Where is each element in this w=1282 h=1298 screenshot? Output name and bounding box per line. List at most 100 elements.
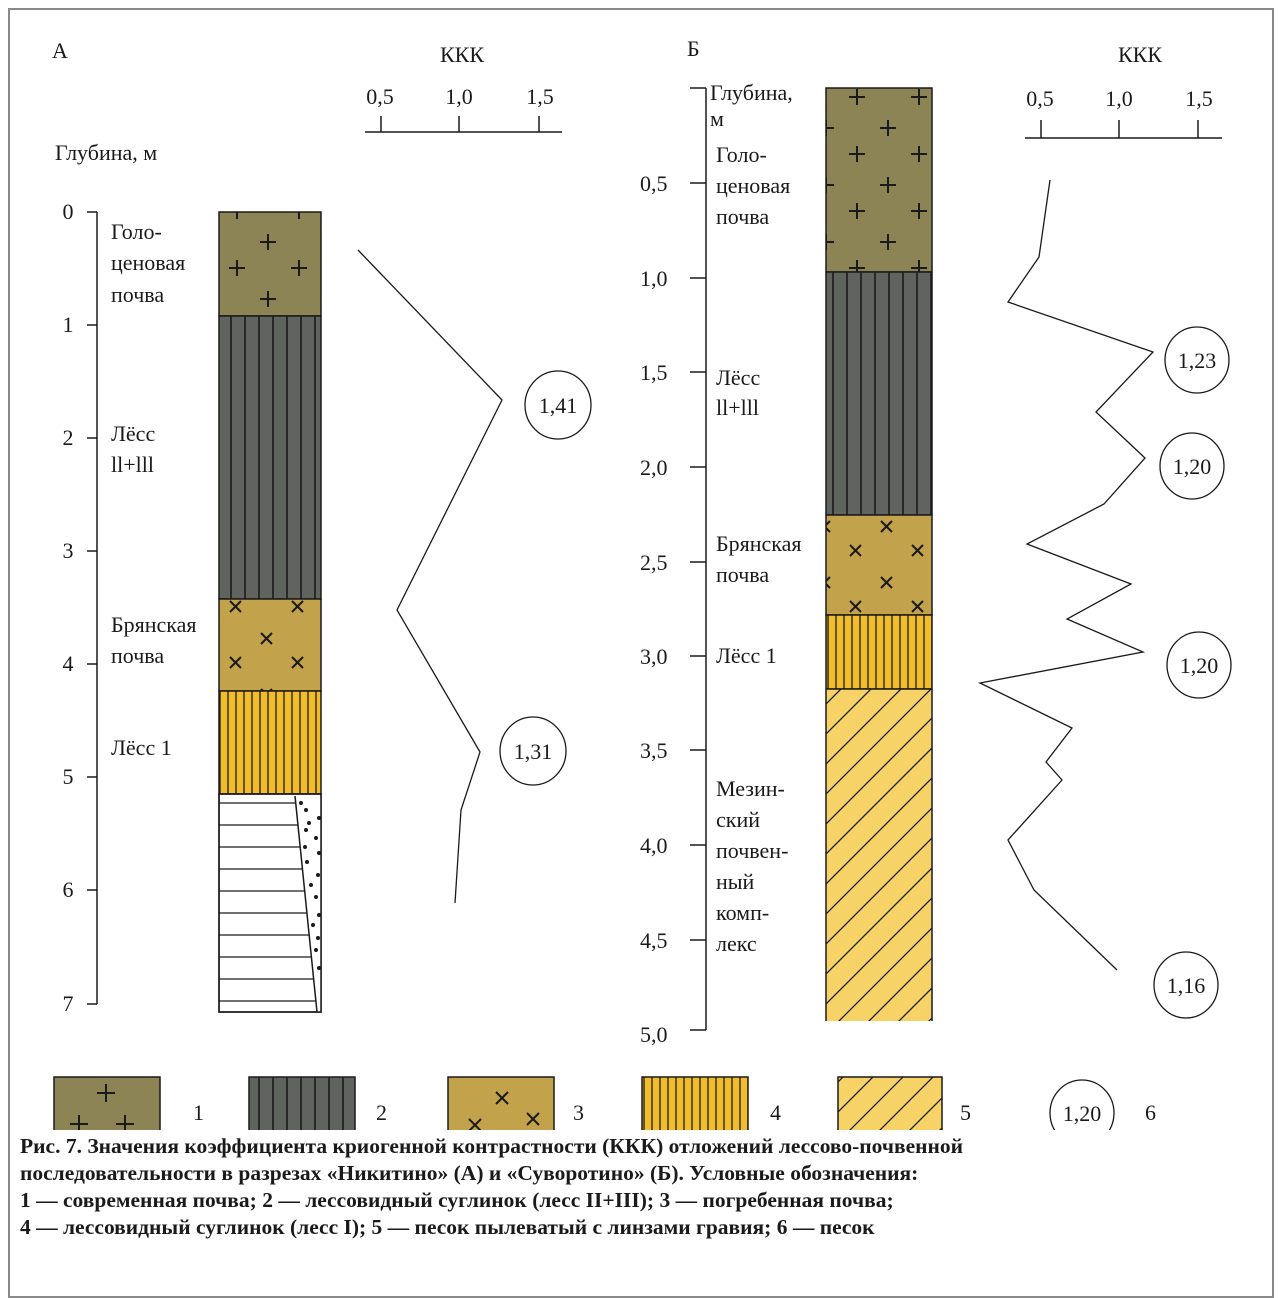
panel-a-kkk-tick-label: 1,5 <box>526 84 554 109</box>
legend-swatch-loess-2-3 <box>248 1076 356 1130</box>
panel-a-label-bryansk: почва <box>111 643 164 668</box>
panel-a-label-loess: Лёсс <box>111 421 155 446</box>
panel-b-peak-circle <box>1153 951 1219 1019</box>
panel-b-peak-circle <box>1164 326 1230 394</box>
legend-swatch-mezin <box>837 1076 943 1130</box>
panel-a-layer-bryansk-soil <box>218 598 322 692</box>
panel-b-layer-holocene-soil <box>825 87 933 273</box>
panel-a-depth-label: 7 <box>63 991 74 1016</box>
caption-line: 1 — современная почва; 2 — лессовидный с… <box>20 1188 894 1212</box>
caption-line: 4 — лессовидный суглинок (лесс I); 5 — п… <box>20 1215 875 1239</box>
panel-b-depth-label: 2,0 <box>640 455 668 480</box>
panel-b-peak-value: 1,20 <box>1173 454 1212 479</box>
panel-a-depth-label: 6 <box>63 877 74 902</box>
panel-a-label-holocene: ценовая <box>111 250 185 275</box>
panel-a-peak-circle <box>499 716 567 786</box>
panel-b-label-loess: Лёсс <box>716 365 760 390</box>
panel-a-kkk-curve <box>357 249 503 904</box>
panel-b-depth-label: 3,5 <box>640 738 668 763</box>
panel-b-depth-label: 1,0 <box>640 266 668 291</box>
panel-a-depth-label: 3 <box>63 538 74 563</box>
panel-a-depth-label: 0 <box>63 199 74 224</box>
panel-b-label-holocene: Голо- <box>716 142 767 167</box>
panel-b-peak-circle <box>1159 432 1225 500</box>
panel-b-kkk-tick-label: 1,0 <box>1105 86 1133 111</box>
panel-b-label-mezin: ский <box>716 807 760 832</box>
panel-a-depth-label: 2 <box>63 425 74 450</box>
panel-a-peak-value: 1,31 <box>514 739 553 764</box>
panel-a-depth-label: 1 <box>63 312 74 337</box>
panel-b-layer-bryansk-soil <box>825 514 933 616</box>
legend-swatch-bryansk-soil <box>447 1076 555 1130</box>
panel-b-label-bryansk: почва <box>716 562 769 587</box>
legend-swatch-loess-1 <box>641 1076 749 1130</box>
panel-a-depth-label: 4 <box>63 651 74 676</box>
panel-b-depth-label: 1,5 <box>640 360 668 385</box>
panel-a-letter: А <box>52 38 68 63</box>
panel-b-label-holocene: ценовая <box>716 173 790 198</box>
panel-b-peak-value: 1,23 <box>1178 348 1217 373</box>
panel-b-kkk-curve <box>977 179 1155 971</box>
panel-b-label-holocene: почва <box>716 204 769 229</box>
panel-b-depth-label: 4,5 <box>640 928 668 953</box>
panel-a-depth-ticks <box>87 211 97 1005</box>
panel-a-sand-dots <box>299 801 321 970</box>
panel-b-label-mezin: комп- <box>716 900 769 925</box>
panel-b-layer-loess-2-3 <box>825 271 933 516</box>
panel-b-label-mezin: ный <box>716 869 755 894</box>
panel-a-depth-label: 5 <box>63 764 74 789</box>
panel-b-depth-title: Глубина, <box>710 80 793 105</box>
panel-b-depth-ticks <box>690 87 706 1031</box>
legend-label: 4 <box>770 1100 781 1125</box>
panel-b-label-mezin: лекс <box>716 931 757 956</box>
panel-b-mezin-outline <box>825 688 933 1021</box>
panel-b-label-mezin: Мезин- <box>716 776 785 801</box>
panel-a-peak-circle <box>524 370 592 440</box>
panel-b-depth-label: 2,5 <box>640 550 668 575</box>
figure-canvas: А ККК 0,5 1,0 1,5 Глубина, м 0 1 2 3 4 5… <box>52 36 1232 1130</box>
panel-a-sand-lens <box>295 796 321 1012</box>
legend: 1 2 3 4 5 1,20 6 <box>53 1076 1156 1130</box>
panel-a-layer-loess-2-3 <box>218 315 322 600</box>
panel-b-column <box>825 87 933 1021</box>
panel-a-peak-value: 1,41 <box>539 393 578 418</box>
panel-b-peak-circle <box>1166 631 1232 699</box>
panel-a-kkk-tick-label: 1,0 <box>445 84 473 109</box>
panel-b-label-bryansk: Брянская <box>716 531 802 556</box>
legend-label: 5 <box>960 1100 971 1125</box>
panel-b-label-loess-1: Лёсс 1 <box>716 643 777 668</box>
legend-x-marks <box>468 1091 540 1130</box>
panel-a-label-loess-1: Лёсс 1 <box>111 735 172 760</box>
panel-b-depth-label: 5,0 <box>640 1022 668 1047</box>
panel-a-layer-loess-1 <box>218 690 322 795</box>
panel-a-layer-holocene-soil <box>218 211 322 317</box>
panel-a-sand-boundary <box>294 795 318 1013</box>
legend-plus-marks <box>70 1084 134 1130</box>
panel-a-depth-title: Глубина, м <box>55 140 157 165</box>
legend-circle-value: 1,20 <box>1063 1101 1102 1126</box>
panel-a-label-loess: ll+lll <box>111 452 154 477</box>
panel-a-column <box>218 211 322 1013</box>
legend-label: 1 <box>193 1100 204 1125</box>
panel-b-layer-loess-1 <box>825 614 933 690</box>
panel-b-layer-mezin <box>826 689 932 1021</box>
panel-b-label-mezin: почвен- <box>716 838 788 863</box>
panel-b-kkk-tick-label: 1,5 <box>1185 86 1213 111</box>
panel-b: Б ККК 0,5 1,0 1,5 Глубина, м 0,5 1,0 1,5… <box>640 36 1232 1047</box>
legend-circle <box>1049 1079 1115 1130</box>
legend-label: 6 <box>1145 1100 1156 1125</box>
figure-caption: Рис. 7. Значения коэффициента криогенной… <box>20 1133 1260 1241</box>
caption-line: последовательности в разрезах «Никитино»… <box>20 1161 919 1185</box>
panel-b-depth-label: 3,0 <box>640 644 668 669</box>
panel-b-depth-title: м <box>710 106 724 131</box>
panel-b-kkk-title: ККК <box>1118 42 1162 67</box>
panel-b-letter: Б <box>687 36 700 61</box>
caption-line: Рис. 7. Значения коэффициента криогенной… <box>20 1134 964 1158</box>
panel-b-peak-value: 1,20 <box>1180 653 1219 678</box>
panel-a-label-holocene: почва <box>111 282 164 307</box>
legend-label: 3 <box>573 1100 584 1125</box>
panel-b-kkk-tick-label: 0,5 <box>1026 86 1054 111</box>
legend-label: 2 <box>376 1100 387 1125</box>
panel-a: А ККК 0,5 1,0 1,5 Глубина, м 0 1 2 3 4 5… <box>52 38 592 1016</box>
panel-b-depth-label: 0,5 <box>640 171 668 196</box>
